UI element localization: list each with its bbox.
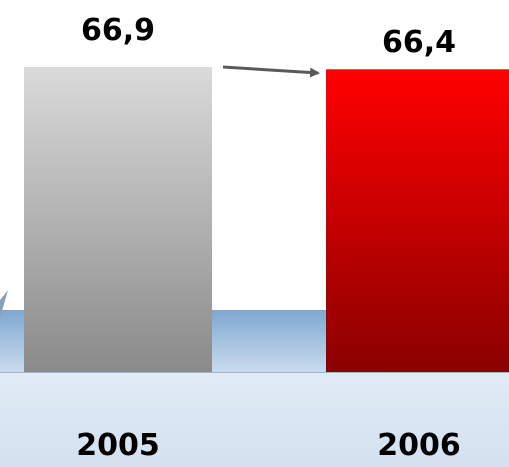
category-label-2005: 2005 — [76, 428, 160, 463]
value-label-2005: 66,9 — [81, 13, 155, 48]
floor — [0, 372, 509, 467]
band-edge-marker — [0, 290, 8, 318]
bar-2006 — [326, 69, 509, 373]
category-label-2006: 2006 — [377, 428, 461, 463]
value-label-2006: 66,4 — [382, 25, 456, 60]
trend-arrow — [222, 65, 320, 78]
bar-2005 — [24, 67, 212, 372]
